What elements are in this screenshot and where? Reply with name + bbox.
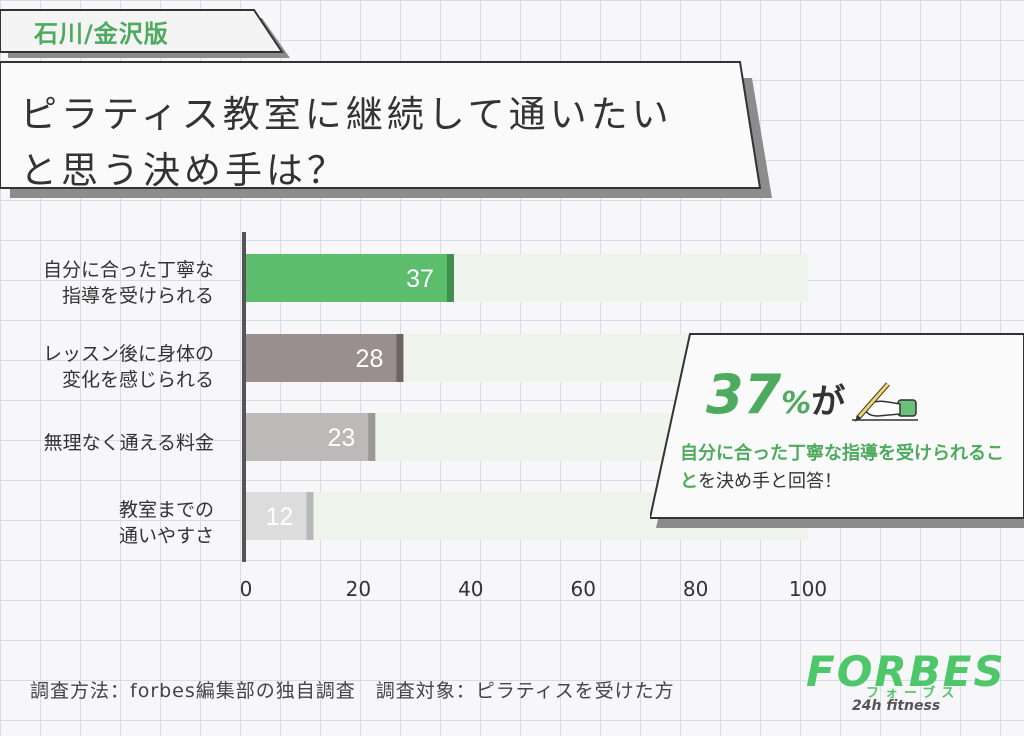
callout-suffix: が xyxy=(811,382,846,422)
category-label-3: 無理なく通える料金 xyxy=(0,430,214,456)
title-box xyxy=(0,61,772,198)
page-title-line1: ピラティス教室に継続して通いたい xyxy=(20,93,673,136)
category-label-3-line1: 無理なく通える料金 xyxy=(43,432,214,454)
callout-box xyxy=(650,333,1024,528)
bar-2 xyxy=(246,334,404,382)
callout-highlight: 自分に合った丁寧な指導を受けられること xyxy=(680,443,1004,492)
hand-writing-pencil-icon xyxy=(852,382,918,422)
bar-value-label-1: 37 xyxy=(406,265,434,293)
x-tick-label-80: 80 xyxy=(683,577,708,601)
bar-value-label-2: 28 xyxy=(356,345,384,373)
bar-end-2 xyxy=(396,334,404,382)
page-title-line2: と思う決め手は？ xyxy=(20,149,348,192)
category-label-1-line1: 自分に合った丁寧な xyxy=(42,259,214,281)
bar-value-label-3: 23 xyxy=(327,424,355,452)
survey-note: 調査方法：forbes編集部の独自調査 調査対象：ピラティスを受けた方 xyxy=(30,680,675,702)
bar-3 xyxy=(246,413,376,461)
callout-value: 37 xyxy=(706,363,782,426)
region-tag xyxy=(0,9,290,58)
callout-description: 自分に合った丁寧な指導を受けられることを決め手と回答！ xyxy=(680,440,1020,496)
callout-unit: % xyxy=(781,386,812,421)
x-tick-label-0: 0 xyxy=(240,577,253,601)
category-label-4-line2: 通いやすさ xyxy=(118,525,214,547)
x-tick-label-60: 60 xyxy=(570,577,595,601)
logo-subtitle: 24h fitness xyxy=(852,698,941,714)
bar-value-label-4: 12 xyxy=(266,503,294,531)
x-tick-label-100: 100 xyxy=(789,577,827,601)
callout-tail: を決め手と回答！ xyxy=(698,471,842,492)
bar-end-3 xyxy=(368,413,376,461)
x-tick-label-40: 40 xyxy=(458,577,483,601)
bar-end-1 xyxy=(446,254,454,302)
x-tick-label-20: 20 xyxy=(346,577,371,601)
category-label-4: 教室までの 通いやすさ xyxy=(0,497,214,549)
callout-headline: 37%が xyxy=(706,363,845,426)
region-tag-label: 石川/金沢版 xyxy=(34,20,169,48)
category-label-2-line1: レッスン後に身体の xyxy=(42,343,214,365)
logo-wordmark: FORBES xyxy=(806,647,1006,696)
brand-logo: FORBES フォーブス 24h fitness xyxy=(806,650,1004,718)
category-label-2-line2: 変化を感じられる xyxy=(61,369,214,391)
bar-4 xyxy=(246,492,314,540)
category-label-4-line1: 教室までの xyxy=(118,499,214,521)
category-label-2: レッスン後に身体の 変化を感じられる xyxy=(0,341,214,393)
bar-end-4 xyxy=(306,492,314,540)
logo-kana: フォーブス xyxy=(866,686,961,701)
bar-1 xyxy=(246,254,454,302)
category-label-1-line2: 指導を受けられる xyxy=(61,285,214,307)
category-label-1: 自分に合った丁寧な 指導を受けられる xyxy=(0,257,214,309)
